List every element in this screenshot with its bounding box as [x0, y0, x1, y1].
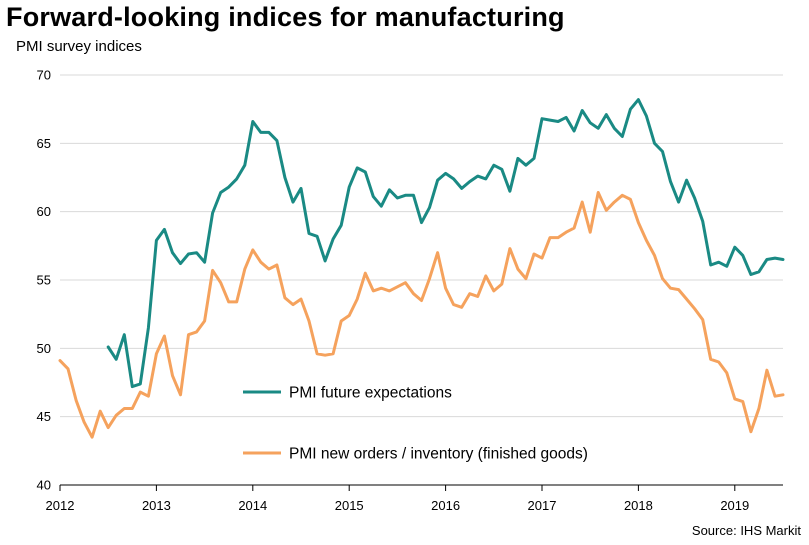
x-tick-label-2019: 2019 [720, 498, 749, 513]
y-tick-label-45: 45 [37, 409, 51, 424]
legend: PMI future expectations PMI new orders / … [243, 385, 588, 463]
chart-title: Forward-looking indices for manufacturin… [6, 2, 565, 32]
y-tick-label-50: 50 [37, 341, 51, 356]
y-axis-label: PMI survey indices [16, 38, 142, 55]
series-lines [58, 98, 785, 439]
x-tick-label-2015: 2015 [335, 498, 364, 513]
series-line-future-expectations [106, 98, 785, 389]
x-tick-label-2018: 2018 [624, 498, 653, 513]
x-tick-label-2017: 2017 [528, 498, 557, 513]
y-tick-label-65: 65 [37, 136, 51, 151]
x-tick-label-2016: 2016 [431, 498, 460, 513]
x-tick-label-2013: 2013 [142, 498, 171, 513]
x-tick-label-2014: 2014 [238, 498, 267, 513]
series-line-new-orders-inventory [58, 191, 785, 439]
x-tick-label-2012: 2012 [46, 498, 75, 513]
x-axis: 2012 2013 2014 2015 2016 2017 2018 2019 [46, 484, 783, 513]
y-tick-label-55: 55 [37, 273, 51, 288]
legend-label-1: PMI new orders / inventory (finished goo… [289, 446, 588, 463]
y-tick-label-40: 40 [37, 478, 51, 493]
gridlines [60, 74, 783, 418]
legend-label-0: PMI future expectations [289, 385, 452, 402]
y-tick-label-60: 60 [37, 204, 51, 219]
source-note: Source: IHS Markit [691, 523, 801, 538]
y-tick-label-70: 70 [37, 68, 51, 83]
y-tick-labels: 40 45 50 55 60 65 70 [37, 68, 51, 493]
